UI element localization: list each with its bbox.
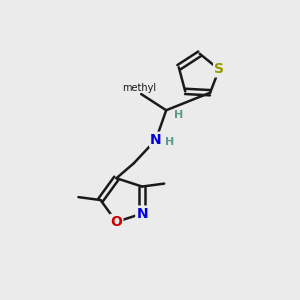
Text: methyl: methyl	[122, 82, 156, 93]
Text: N: N	[136, 207, 148, 220]
Text: H: H	[174, 110, 183, 120]
Text: S: S	[214, 62, 224, 76]
Text: O: O	[110, 215, 122, 229]
Text: N: N	[150, 133, 162, 147]
Text: H: H	[165, 137, 175, 147]
